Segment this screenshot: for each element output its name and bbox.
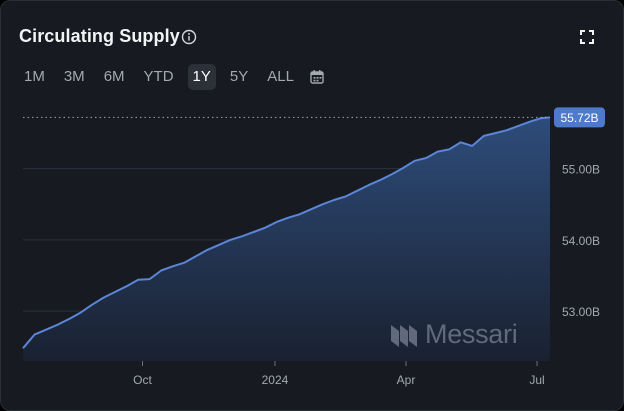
chart-title: Circulating Supply [19, 26, 180, 46]
info-circle-icon[interactable] [181, 29, 197, 45]
range-6m-button[interactable]: 6M [103, 68, 125, 85]
y-tick-label: 55.00B [562, 163, 600, 177]
time-range-selector: 1M 3M 6M YTD 1Y 5Y ALL [19, 64, 325, 90]
range-ytd-button[interactable]: YTD [143, 68, 174, 85]
last-value-label: 55.72B [560, 111, 598, 125]
x-tick-label: 2024 [262, 373, 289, 387]
supply-series-line [22, 116, 551, 349]
range-3m-button[interactable]: 3M [63, 68, 85, 85]
last-value-badge [554, 107, 605, 128]
range-all-button[interactable]: ALL [267, 68, 294, 85]
fullscreen-expand-icon[interactable] [579, 29, 595, 45]
range-5y-button[interactable]: 5Y [229, 68, 249, 85]
supply-area-chart: 53.00B 54.00B 55.00B Oct 2024 Apr Jul 55.72B [22, 107, 605, 387]
x-tick-label: Oct [133, 373, 152, 387]
watermark-text: Messari [425, 319, 518, 349]
messari-watermark: Messari [390, 319, 518, 350]
y-tick-label: 54.00B [562, 234, 600, 248]
y-tick-label: 53.00B [562, 305, 600, 319]
x-tick-label: Jul [529, 373, 544, 387]
x-tick-label: Apr [397, 373, 416, 387]
calendar-icon[interactable] [309, 69, 325, 85]
supply-area-fill [23, 117, 550, 362]
messari-logo-icon [391, 324, 417, 347]
range-1m-button[interactable]: 1M [24, 68, 45, 85]
range-1y-button[interactable]: 1Y [187, 64, 216, 90]
